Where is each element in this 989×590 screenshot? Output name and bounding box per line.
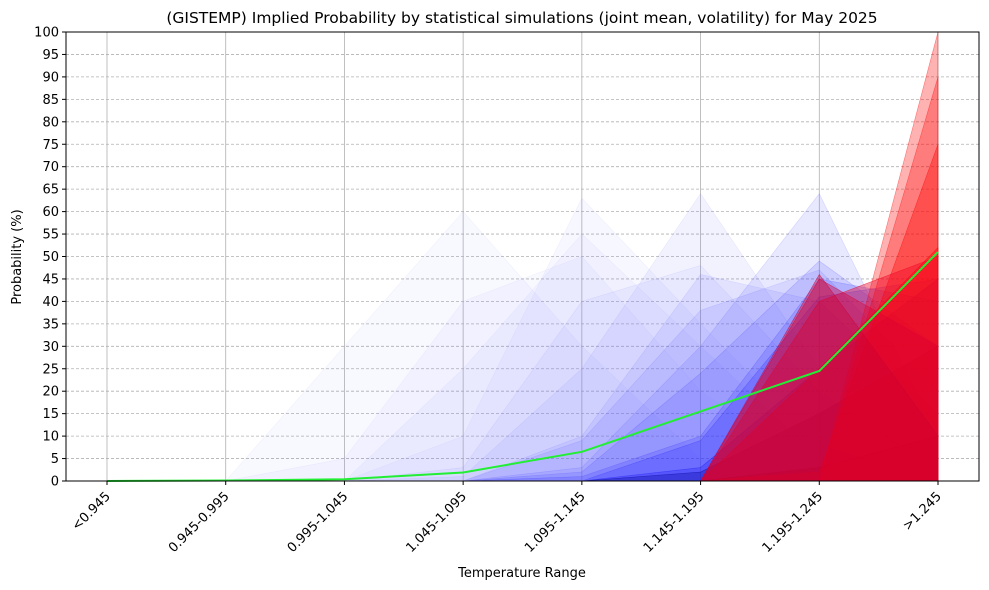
simulation-area [107,256,939,482]
y-tick-label: 90 [42,70,59,85]
y-tick-label: 75 [42,138,59,153]
y-tick-label: 0 [51,475,59,490]
y-tick-label: 70 [42,160,59,175]
y-tick-label: 100 [34,26,59,41]
y-tick-label: 40 [42,295,59,310]
y-tick-label: 35 [42,317,59,332]
y-tick-label: 95 [42,48,59,63]
y-tick-label: 5 [51,452,59,467]
y-tick-label: 25 [42,362,59,377]
simulation-areas [107,31,939,482]
mean-line [106,251,939,482]
y-tick-label: 80 [42,115,59,130]
mean-probability-line [106,251,939,482]
y-axis-label: Probability (%) [10,209,25,304]
y-axis-ticks: 0 5 10 15 20 25 30 35 40 45 50 55 60 65 70 75 80 85 90 95 10… [34,26,66,490]
x-axis-label: Temperature Range [457,566,586,581]
y-tick-label: 20 [42,385,59,400]
y-tick-label: 15 [42,407,59,422]
grid-layer [66,31,979,482]
y-tick-label: 50 [42,250,59,265]
chart-title: (GISTEMP) Implied Probability by statist… [166,9,877,27]
plot-area [65,31,980,482]
y-tick-label: 30 [42,340,59,355]
y-tick-label: 10 [42,430,59,445]
y-tick-label: 55 [42,228,59,243]
y-tick-label: 85 [42,93,59,108]
y-tick-label: 45 [42,272,59,287]
y-tick-label: 60 [42,205,59,220]
y-tick-label: 65 [42,183,59,198]
